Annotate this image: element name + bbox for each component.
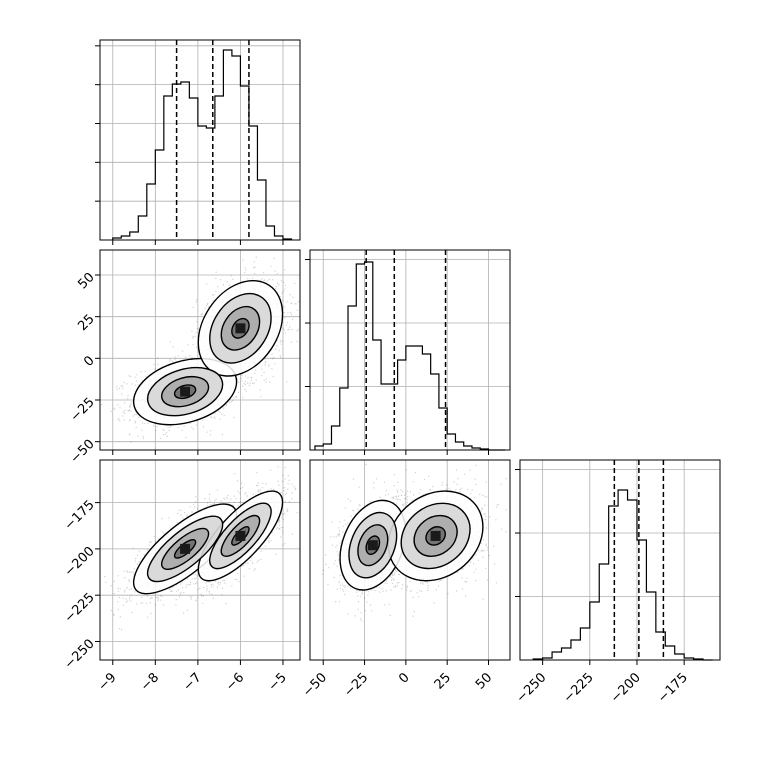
- x-tick-label: −6: [223, 670, 247, 694]
- histogram-step: [532, 489, 713, 661]
- y-tick-label: −225: [62, 590, 98, 626]
- density-peak: [235, 530, 246, 541]
- density-param1_vs_param2: −50 −25 0 25 50: [68, 249, 301, 467]
- histogram-param3: −250 −225 −200 −175: [514, 459, 721, 706]
- histogram-param1: [95, 39, 301, 245]
- x-tick-label: −5: [266, 670, 290, 694]
- x-tick-label: −175: [655, 670, 691, 706]
- panel-frame: [519, 459, 721, 661]
- y-tick-label: 25: [75, 312, 97, 334]
- density-peak: [180, 543, 191, 554]
- density-area: [104, 466, 298, 631]
- y-tick-label: −250: [62, 637, 98, 673]
- x-tick-label: −250: [514, 670, 550, 706]
- y-tick-label: −50: [68, 437, 98, 467]
- x-tick-label: 25: [432, 670, 454, 692]
- x-tick-label: −7: [181, 670, 205, 694]
- density-param2_vs_param3: −50 −25 0 25 50: [300, 459, 511, 700]
- histogram-step: [112, 49, 293, 240]
- density-peak: [180, 386, 191, 397]
- x-tick-label: −25: [341, 670, 371, 700]
- panel-frame: [99, 459, 301, 661]
- x-tick-label: −225: [561, 670, 597, 706]
- density-area: [101, 250, 300, 443]
- y-tick-label: 0: [81, 353, 97, 369]
- x-tick-label: −200: [608, 670, 644, 706]
- x-tick-label: 50: [473, 670, 495, 692]
- histogram-param2: [305, 249, 511, 455]
- x-tick-label: −8: [138, 670, 162, 694]
- y-tick-label: 50: [75, 270, 97, 292]
- y-tick-label: −175: [62, 498, 98, 534]
- y-tick-label: −200: [62, 544, 98, 580]
- density-param1_vs_param3: −9 −8 −7 −6 −5 −250 −225 −200 −175: [62, 459, 301, 694]
- y-tick-label: −25: [68, 395, 98, 425]
- panel-frame: [309, 249, 511, 451]
- panel-frame: [309, 459, 511, 661]
- histogram-step: [314, 261, 506, 451]
- panel-frame: [99, 249, 301, 451]
- density-area: [321, 460, 507, 622]
- x-tick-label: −9: [95, 670, 119, 694]
- density-peak: [367, 540, 378, 551]
- density-peak: [235, 323, 246, 334]
- x-tick-label: −50: [300, 670, 330, 700]
- panel-frame: [99, 39, 301, 241]
- x-tick-label: 0: [396, 670, 412, 686]
- density-peak: [430, 530, 441, 541]
